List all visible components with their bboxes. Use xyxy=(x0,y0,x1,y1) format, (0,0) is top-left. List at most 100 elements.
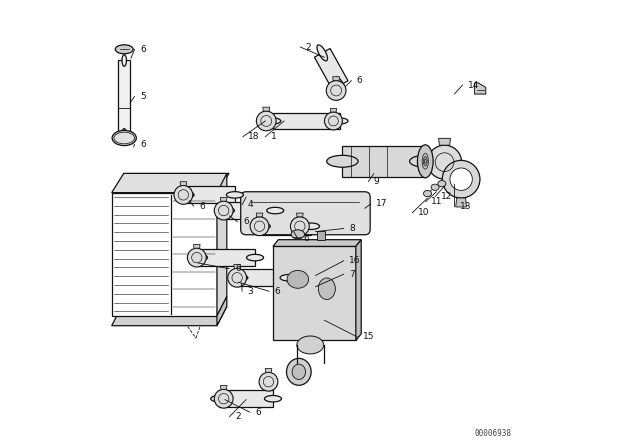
Text: 15: 15 xyxy=(362,332,374,341)
Text: 17: 17 xyxy=(376,199,387,208)
Polygon shape xyxy=(342,146,425,177)
Ellipse shape xyxy=(287,358,311,385)
Polygon shape xyxy=(317,231,324,240)
Circle shape xyxy=(188,248,206,267)
Text: 3: 3 xyxy=(248,287,253,296)
Text: 2: 2 xyxy=(306,43,311,52)
Ellipse shape xyxy=(265,118,281,124)
Circle shape xyxy=(291,217,309,236)
Ellipse shape xyxy=(317,45,328,61)
Text: 4: 4 xyxy=(248,200,253,209)
Polygon shape xyxy=(314,48,348,90)
Polygon shape xyxy=(239,269,289,286)
Text: 5: 5 xyxy=(140,92,146,101)
Text: 6: 6 xyxy=(255,408,260,417)
Polygon shape xyxy=(220,386,227,389)
FancyBboxPatch shape xyxy=(241,192,370,235)
Ellipse shape xyxy=(410,155,441,167)
Text: 16: 16 xyxy=(349,256,360,265)
Polygon shape xyxy=(234,265,241,268)
Circle shape xyxy=(214,201,233,220)
Ellipse shape xyxy=(431,184,439,190)
Polygon shape xyxy=(180,182,187,185)
Polygon shape xyxy=(217,297,227,326)
Circle shape xyxy=(450,168,472,190)
Polygon shape xyxy=(220,198,227,201)
Text: 00006938: 00006938 xyxy=(475,429,511,438)
Text: 6: 6 xyxy=(275,287,280,296)
Polygon shape xyxy=(262,218,311,235)
Polygon shape xyxy=(256,213,263,217)
Text: 6: 6 xyxy=(140,140,146,149)
Ellipse shape xyxy=(327,155,358,167)
Circle shape xyxy=(259,372,278,391)
Circle shape xyxy=(174,185,193,204)
Ellipse shape xyxy=(177,192,194,198)
Ellipse shape xyxy=(122,129,127,140)
Polygon shape xyxy=(296,213,303,217)
Ellipse shape xyxy=(332,118,348,124)
Ellipse shape xyxy=(280,275,297,281)
Circle shape xyxy=(214,389,233,408)
Polygon shape xyxy=(273,246,356,340)
Polygon shape xyxy=(112,306,227,326)
Polygon shape xyxy=(199,249,255,266)
Ellipse shape xyxy=(191,254,207,261)
Ellipse shape xyxy=(122,55,127,66)
Text: 6: 6 xyxy=(243,217,249,226)
Ellipse shape xyxy=(211,396,228,402)
Polygon shape xyxy=(112,173,229,193)
Text: 6: 6 xyxy=(235,264,241,273)
Text: 8: 8 xyxy=(349,224,355,233)
Ellipse shape xyxy=(112,130,136,146)
Ellipse shape xyxy=(318,278,335,300)
Ellipse shape xyxy=(292,364,305,379)
Polygon shape xyxy=(263,107,269,111)
Ellipse shape xyxy=(267,207,284,214)
Ellipse shape xyxy=(438,181,446,187)
Text: 18: 18 xyxy=(248,132,260,141)
Circle shape xyxy=(326,81,346,100)
Circle shape xyxy=(257,111,276,131)
Text: 6: 6 xyxy=(199,202,205,211)
Polygon shape xyxy=(273,240,361,246)
Ellipse shape xyxy=(114,132,134,144)
Circle shape xyxy=(324,112,342,130)
Ellipse shape xyxy=(424,190,431,197)
Polygon shape xyxy=(438,138,451,145)
Text: 9: 9 xyxy=(374,177,380,186)
Ellipse shape xyxy=(264,396,282,402)
Polygon shape xyxy=(330,108,337,112)
Circle shape xyxy=(228,268,246,287)
Ellipse shape xyxy=(246,254,264,261)
Polygon shape xyxy=(118,60,130,134)
Text: 6: 6 xyxy=(303,234,308,243)
Polygon shape xyxy=(112,193,217,316)
Text: 12: 12 xyxy=(441,192,452,201)
Text: 1: 1 xyxy=(271,132,276,141)
Ellipse shape xyxy=(303,223,319,229)
Text: 7: 7 xyxy=(349,270,355,279)
Ellipse shape xyxy=(335,77,346,93)
Text: 10: 10 xyxy=(418,208,429,217)
Polygon shape xyxy=(186,186,235,203)
Ellipse shape xyxy=(253,223,270,229)
Circle shape xyxy=(442,160,480,198)
Ellipse shape xyxy=(291,230,305,239)
Polygon shape xyxy=(356,240,361,340)
Text: 13: 13 xyxy=(460,202,471,211)
Polygon shape xyxy=(333,77,340,81)
Polygon shape xyxy=(193,245,200,248)
Ellipse shape xyxy=(287,270,308,289)
Ellipse shape xyxy=(231,275,248,281)
Ellipse shape xyxy=(417,145,433,178)
Ellipse shape xyxy=(218,207,234,214)
Ellipse shape xyxy=(115,45,133,54)
Circle shape xyxy=(250,217,269,236)
Polygon shape xyxy=(273,113,340,129)
Text: 6: 6 xyxy=(140,45,146,54)
Polygon shape xyxy=(226,202,275,219)
Ellipse shape xyxy=(227,192,243,198)
Text: 6: 6 xyxy=(356,76,362,85)
Polygon shape xyxy=(265,369,272,372)
